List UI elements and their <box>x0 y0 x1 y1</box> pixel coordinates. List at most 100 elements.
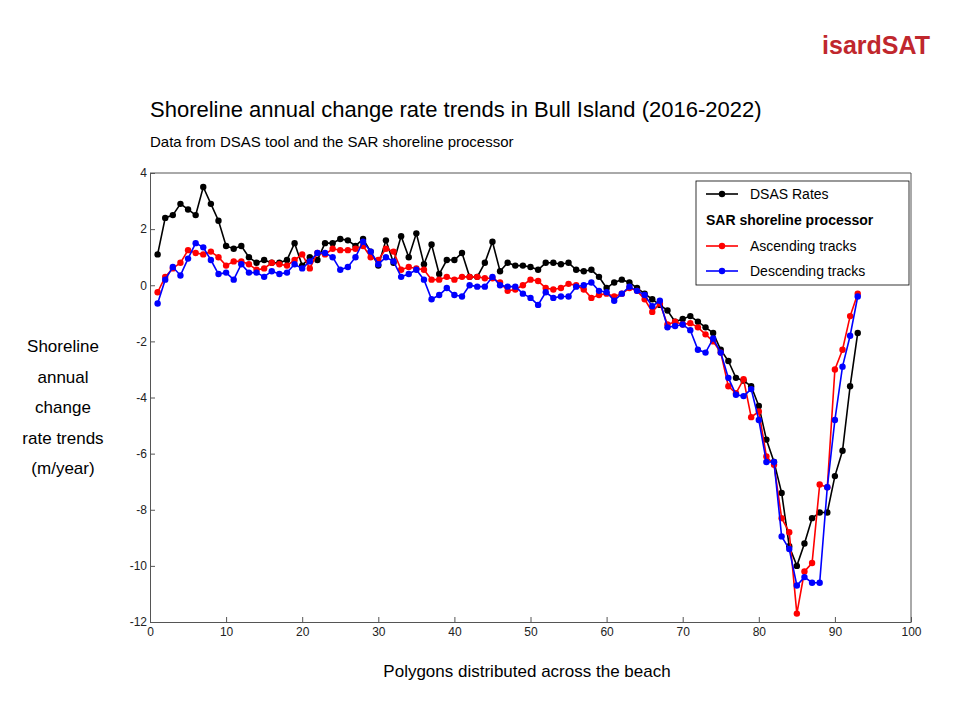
y-tick: -2 <box>136 335 155 349</box>
y-axis-title-line: rate trends <box>22 429 103 448</box>
series-marker <box>383 246 389 252</box>
series-marker <box>687 327 693 333</box>
series-marker <box>269 268 275 274</box>
series-marker <box>253 260 259 266</box>
series-marker <box>291 240 297 246</box>
series-marker <box>702 349 708 355</box>
x-tick-label: 60 <box>600 625 614 639</box>
series-marker <box>352 254 358 260</box>
series-marker <box>839 363 845 369</box>
series-marker <box>383 254 389 260</box>
series-marker <box>824 484 830 490</box>
series-marker <box>839 347 845 353</box>
series-marker <box>466 274 472 280</box>
series-marker <box>839 448 845 454</box>
series-marker <box>162 276 168 282</box>
series-marker <box>687 320 693 326</box>
x-tick-mark <box>378 617 379 622</box>
series-marker <box>337 236 343 242</box>
series-marker <box>284 262 290 268</box>
series-marker <box>641 292 647 298</box>
series-marker <box>778 490 784 496</box>
series-marker <box>543 260 549 266</box>
series-marker <box>520 290 526 296</box>
series-marker <box>649 296 655 302</box>
series-marker <box>482 260 488 266</box>
series-marker <box>794 582 800 588</box>
series-marker <box>558 293 564 299</box>
series-marker <box>573 283 579 289</box>
series-marker <box>345 237 351 243</box>
y-axis-title: Shorelineannualchangerate trends(m/year) <box>22 337 103 478</box>
series-marker <box>740 393 746 399</box>
series-marker <box>611 279 617 285</box>
series-marker <box>550 260 556 266</box>
series-marker <box>482 275 488 281</box>
series-marker <box>581 268 587 274</box>
series-marker <box>550 295 556 301</box>
series-marker <box>588 267 594 273</box>
series-marker <box>223 262 229 268</box>
series-marker <box>459 293 465 299</box>
legend-box <box>696 181 909 285</box>
x-tick-label: 30 <box>372 625 386 639</box>
series-marker <box>459 274 465 280</box>
x-tick-label: 0 <box>147 625 154 639</box>
series-marker <box>695 319 701 325</box>
x-tick-mark <box>607 617 608 622</box>
x-tick-mark <box>302 617 303 622</box>
series-marker <box>208 248 214 254</box>
series-marker <box>451 276 457 282</box>
legend-label: Ascending tracks <box>750 238 857 254</box>
series-marker <box>238 243 244 249</box>
series-marker <box>466 282 472 288</box>
series-marker <box>291 261 297 267</box>
series-marker <box>421 276 427 282</box>
series-marker <box>520 282 526 288</box>
series-marker <box>170 264 176 270</box>
series-marker <box>565 293 571 299</box>
series-marker <box>535 302 541 308</box>
series-marker <box>527 264 533 270</box>
y-tick-mark <box>150 566 155 567</box>
y-tick-label: -8 <box>136 503 147 517</box>
x-tick: 80 <box>753 617 767 639</box>
series-marker <box>558 285 564 291</box>
series-marker <box>436 276 442 282</box>
series-marker <box>375 261 381 267</box>
series-marker <box>284 269 290 275</box>
series-marker <box>649 309 655 315</box>
series-marker <box>680 321 686 327</box>
x-tick-mark <box>531 617 532 622</box>
x-tick-mark <box>454 617 455 622</box>
series-marker <box>329 254 335 260</box>
plot-area <box>154 184 861 617</box>
series-marker <box>847 383 853 389</box>
series-marker <box>337 247 343 253</box>
series-marker <box>824 484 830 490</box>
series-marker <box>314 250 320 256</box>
series-marker <box>847 333 853 339</box>
series-marker <box>725 358 731 364</box>
series-marker <box>855 330 861 336</box>
series-marker <box>740 376 746 382</box>
series-line <box>158 187 858 566</box>
series-marker <box>649 303 655 309</box>
series-marker <box>474 283 480 289</box>
y-tick-label: -10 <box>130 559 148 573</box>
series-marker <box>710 335 716 341</box>
series-marker <box>771 459 777 465</box>
series-marker <box>185 206 191 212</box>
series-marker <box>246 254 252 260</box>
series-marker <box>192 240 198 246</box>
series-marker <box>512 283 518 289</box>
x-tick-label: 90 <box>829 625 843 639</box>
series-marker <box>428 241 434 247</box>
series-marker <box>231 246 237 252</box>
series-marker <box>718 349 724 355</box>
series-marker <box>474 274 480 280</box>
series-marker <box>786 529 792 535</box>
series-marker <box>451 292 457 298</box>
series-marker <box>215 254 221 260</box>
x-tick-label: 10 <box>220 625 234 639</box>
